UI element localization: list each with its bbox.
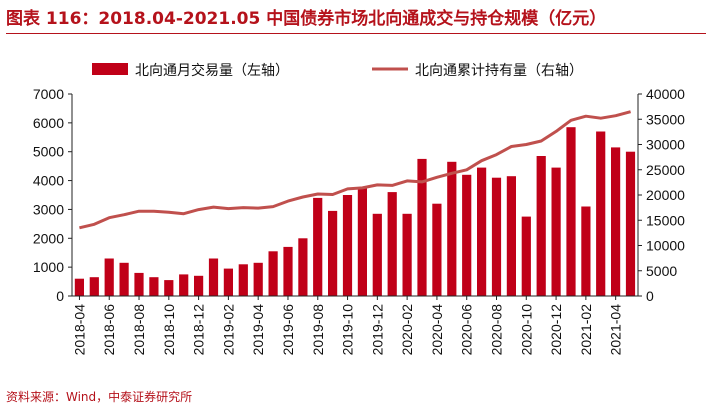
- bar: [268, 251, 278, 296]
- legend-line-label: 北向通累计持有量（右轴）: [415, 63, 583, 79]
- bar: [447, 161, 457, 296]
- bar: [223, 268, 233, 296]
- x-tick-label: 2020-10: [518, 304, 534, 356]
- right-tick-label: 10000: [646, 238, 685, 254]
- left-tick-label: 3000: [33, 201, 64, 217]
- bar: [477, 167, 487, 296]
- left-axis-ticks: 0 1000 2000 3000 4000 5000 6000 7000: [33, 86, 72, 304]
- bar: [417, 158, 427, 296]
- left-tick-label: 1000: [33, 259, 64, 275]
- left-tick-label: 5000: [33, 144, 64, 160]
- bar: [328, 210, 338, 296]
- bar: [372, 213, 382, 296]
- left-tick-label: 2000: [33, 230, 64, 246]
- right-tick-label: 5000: [646, 263, 677, 279]
- bar: [74, 278, 84, 296]
- x-tick-label: 2019-10: [340, 304, 356, 356]
- x-axis-ticks: 2018-04 2018-06 2018-08 2018-10 2018-12 2019-…: [71, 296, 624, 356]
- right-tick-label: 0: [646, 288, 654, 304]
- x-tick-label: 2018-06: [101, 304, 117, 356]
- bar-series: [74, 127, 636, 296]
- x-tick-label: 2020-04: [429, 304, 445, 356]
- holding-line: [79, 110, 631, 230]
- title-divider: [6, 33, 706, 34]
- x-tick-label: 2019-12: [369, 304, 385, 356]
- x-tick-label: 2018-04: [71, 304, 87, 356]
- x-tick-label: 2021-04: [608, 304, 624, 356]
- bar: [134, 272, 144, 296]
- bar: [566, 127, 576, 296]
- source-note: 资料来源：Wind，中泰证券研究所: [6, 390, 193, 404]
- bar: [208, 258, 219, 296]
- bar: [238, 264, 248, 296]
- bar: [432, 203, 442, 296]
- bar: [283, 246, 293, 296]
- x-tick-label: 2018-10: [161, 304, 177, 356]
- bar: [506, 176, 516, 296]
- legend-bar-swatch: [92, 63, 128, 75]
- bar: [149, 277, 159, 296]
- legend-bar-label: 北向通月交易量（左轴）: [135, 62, 289, 79]
- bar: [357, 187, 367, 296]
- x-tick-label: 2018-12: [191, 304, 207, 356]
- x-tick-label: 2020-08: [489, 304, 505, 356]
- bar: [387, 192, 397, 296]
- right-tick-label: 40000: [646, 86, 685, 102]
- bar: [402, 213, 412, 296]
- x-tick-label: 2020-02: [399, 304, 415, 356]
- right-tick-label: 35000: [646, 111, 685, 127]
- bar: [596, 131, 606, 296]
- bar: [462, 174, 472, 296]
- bar: [313, 197, 323, 296]
- x-tick-label: 2021-02: [578, 304, 594, 356]
- x-tick-label: 2020-06: [459, 304, 475, 356]
- x-tick-label: 2019-08: [310, 304, 326, 356]
- bar: [119, 262, 129, 296]
- x-tick-label: 2020-12: [548, 304, 564, 356]
- x-tick-label: 2019-02: [220, 304, 236, 356]
- chart-title: 图表 116：2018.04-2021.05 中国债券市场北向通成交与持仓规模（…: [6, 9, 607, 29]
- bar: [625, 151, 636, 296]
- bar: [491, 177, 502, 296]
- right-tick-label: 25000: [646, 162, 685, 178]
- bar: [89, 277, 99, 296]
- bar: [551, 167, 561, 296]
- bar: [253, 262, 263, 296]
- bar: [581, 206, 591, 296]
- left-tick-label: 4000: [33, 173, 64, 189]
- x-tick-label: 2019-04: [250, 304, 266, 356]
- bar: [164, 280, 174, 296]
- bar: [298, 238, 308, 296]
- right-axis-ticks: 0 5000 10000 15000 20000 25000 30000 35000 40000: [638, 86, 685, 304]
- bar: [521, 216, 531, 296]
- left-tick-label: 6000: [33, 115, 64, 131]
- bar: [611, 147, 621, 296]
- legend: 北向通月交易量（左轴） 北向通累计持有量（右轴）: [92, 62, 583, 79]
- bar: [194, 275, 204, 296]
- right-tick-label: 20000: [646, 187, 685, 203]
- x-tick-label: 2018-08: [131, 304, 147, 356]
- right-tick-label: 30000: [646, 137, 685, 153]
- right-tick-label: 15000: [646, 212, 685, 228]
- bar: [179, 274, 189, 296]
- bar: [342, 195, 353, 296]
- bar: [104, 258, 114, 296]
- bar: [536, 156, 546, 296]
- left-tick-label: 7000: [33, 86, 64, 102]
- left-tick-label: 0: [56, 288, 64, 304]
- x-tick-label: 2019-06: [280, 304, 296, 356]
